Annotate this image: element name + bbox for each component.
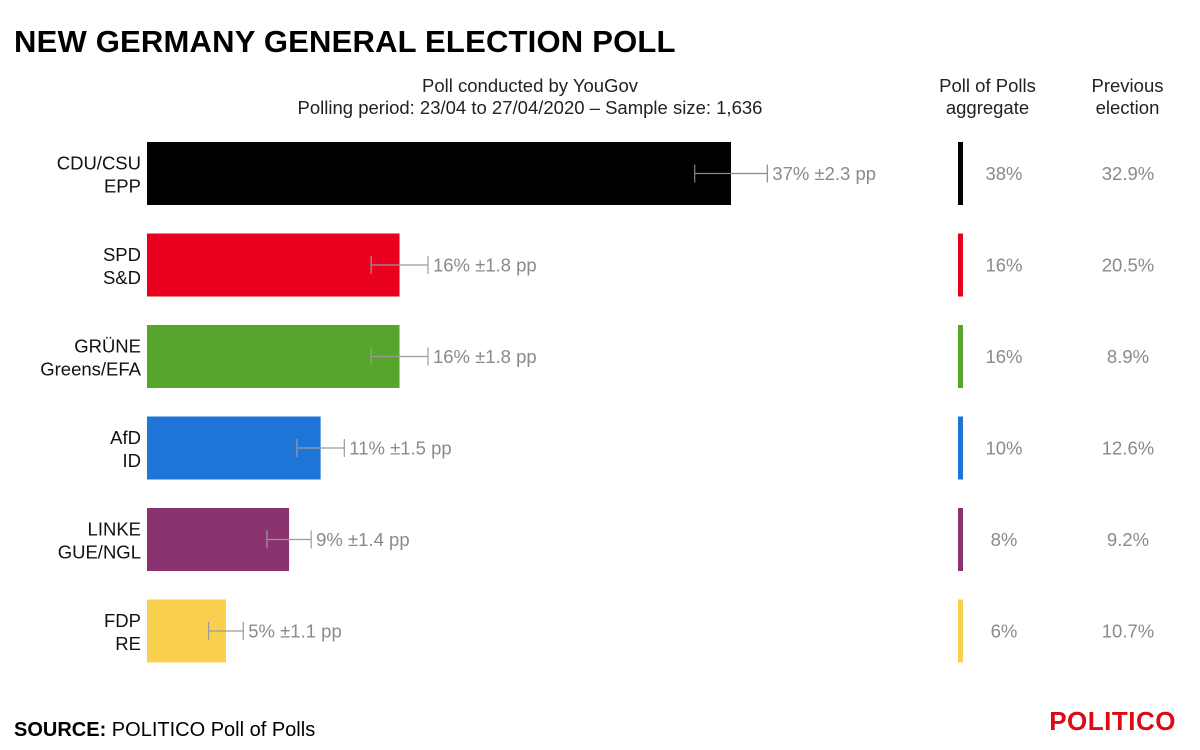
aggregate-marker-4 (958, 508, 963, 571)
party-label-0: CDU/CSU (57, 153, 141, 174)
chart-title: NEW GERMANY GENERAL ELECTION POLL (14, 24, 676, 59)
aggregate-marker-2 (958, 325, 963, 388)
column-header-aggregate-line1: Poll of Polls (939, 75, 1036, 96)
bar-3 (147, 416, 321, 480)
group-label-3: ID (123, 450, 142, 471)
previous-value-4: 9.2% (1107, 529, 1149, 550)
previous-value-0: 32.9% (1102, 163, 1154, 184)
bar-2 (147, 325, 400, 388)
column-header-previous-line1: Previous (1091, 75, 1164, 96)
value-label-3: 11% ±1.5 pp (349, 438, 451, 459)
group-label-2: Greens/EFA (40, 359, 141, 380)
chart-subtitle-line2: Polling period: 23/04 to 27/04/2020 – Sa… (297, 97, 763, 118)
aggregate-value-3: 10% (985, 438, 1022, 459)
value-label-4: 9% ±1.4 pp (316, 529, 409, 550)
party-label-2: GRÜNE (74, 336, 141, 357)
bar-1 (147, 233, 400, 297)
column-header-aggregate-line2: aggregate (945, 97, 1030, 118)
previous-value-5: 10.7% (1102, 621, 1154, 642)
previous-value-3: 12.6% (1102, 438, 1154, 459)
group-label-4: GUE/NGL (58, 542, 141, 563)
column-header-previous-line2: election (1095, 97, 1160, 118)
source-label: SOURCE: (14, 719, 107, 741)
aggregate-marker-3 (958, 416, 963, 480)
party-label-1: SPD (103, 244, 141, 265)
politico-logo: POLITICO (1049, 706, 1176, 736)
value-label-1: 16% ±1.8 pp (433, 255, 537, 276)
previous-value-2: 8.9% (1107, 346, 1149, 367)
value-label-5: 5% ±1.1 pp (248, 621, 341, 642)
aggregate-value-4: 8% (991, 529, 1018, 550)
value-label-0: 37% ±2.3 pp (772, 163, 876, 184)
aggregate-value-1: 16% (985, 255, 1022, 276)
previous-value-1: 20.5% (1102, 255, 1154, 276)
chart-subtitle-line1: Poll conducted by YouGov (422, 75, 638, 96)
source-line: SOURCE: POLITICO Poll of Polls (14, 719, 315, 742)
bar-0 (147, 142, 731, 205)
aggregate-value-5: 6% (991, 621, 1018, 642)
group-label-0: EPP (104, 176, 141, 197)
source-text: POLITICO Poll of Polls (111, 719, 316, 741)
party-label-5: FDP (104, 610, 141, 631)
aggregate-marker-1 (958, 233, 963, 297)
group-label-5: RE (115, 633, 141, 654)
aggregate-marker-5 (958, 599, 963, 663)
value-label-2: 16% ±1.8 pp (433, 346, 537, 367)
party-label-4: LINKE (88, 519, 141, 540)
party-label-3: AfD (110, 427, 141, 448)
aggregate-marker-0 (958, 142, 963, 205)
aggregate-value-2: 16% (985, 346, 1022, 367)
aggregate-value-0: 38% (985, 163, 1022, 184)
group-label-1: S&D (103, 267, 141, 288)
bar-4 (147, 508, 290, 571)
